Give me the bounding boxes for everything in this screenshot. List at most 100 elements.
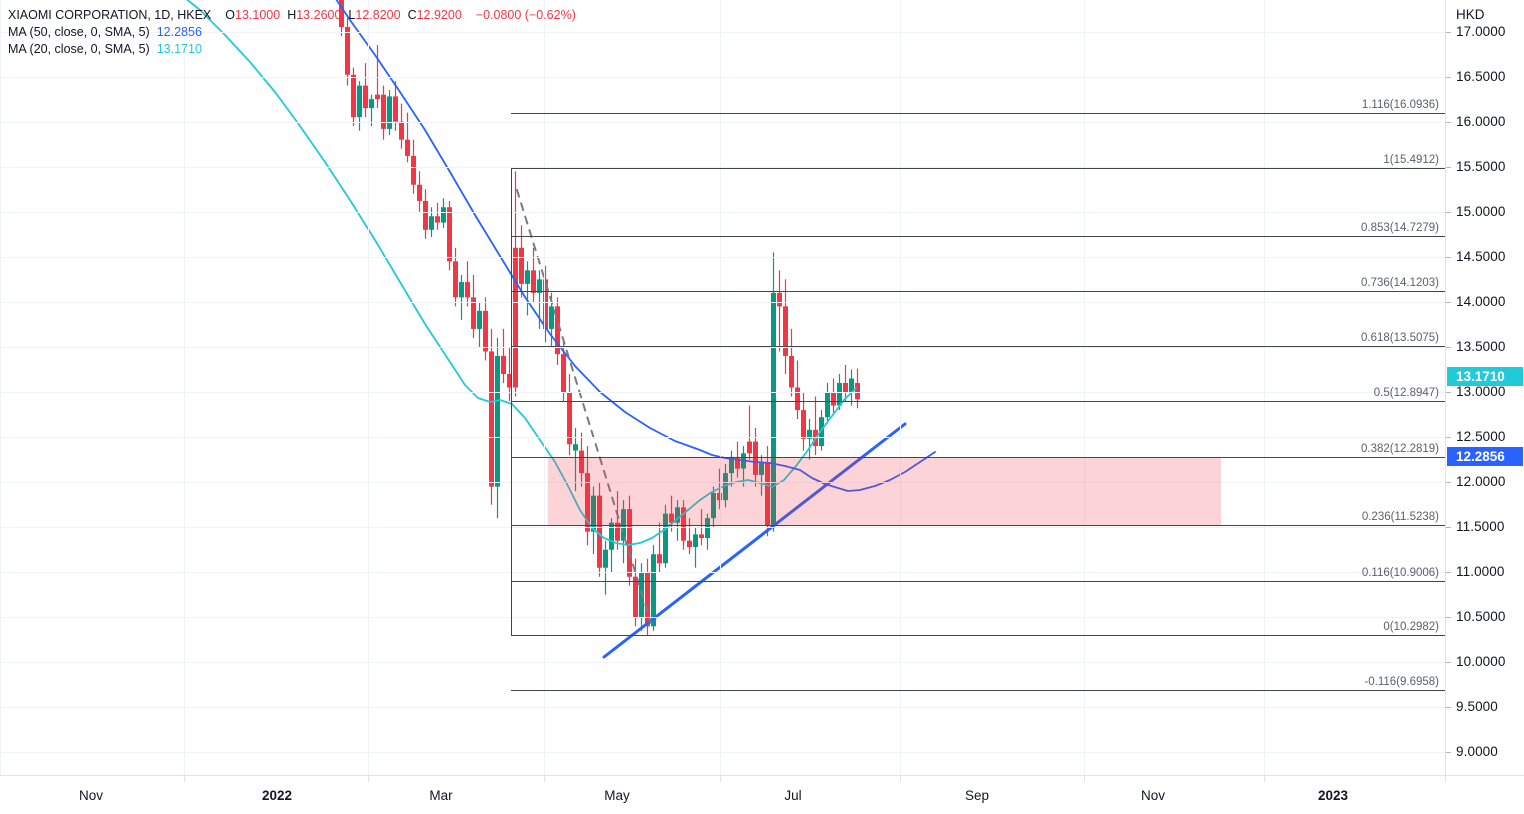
candlestick xyxy=(495,337,500,519)
price-axis-label: 15.0000 xyxy=(1456,203,1506,219)
candlestick xyxy=(525,261,530,316)
legend-low-value: 12.8200 xyxy=(355,8,401,22)
candlestick xyxy=(555,297,560,365)
price-axis-tick xyxy=(1446,662,1451,663)
candlestick xyxy=(693,527,698,568)
fib-level-line[interactable] xyxy=(511,168,1445,169)
price-axis-label: 11.5000 xyxy=(1456,519,1505,535)
price-axis-tick xyxy=(1446,437,1451,438)
horizontal-gridline xyxy=(0,167,1445,168)
vertical-gridline xyxy=(0,0,1,775)
supply-demand-zone-rect[interactable] xyxy=(548,456,1221,526)
price-axis-label: 15.5000 xyxy=(1456,158,1506,174)
candlestick xyxy=(675,500,680,541)
current-price-badge[interactable]: 13.1710 xyxy=(1447,367,1523,387)
price-axis-label: 14.5000 xyxy=(1456,248,1506,264)
time-axis-label: Nov xyxy=(78,788,104,803)
legend-open-value: 13.1000 xyxy=(235,8,281,22)
time-axis-label: May xyxy=(604,788,630,803)
candlestick xyxy=(807,419,812,460)
fib-level-label: 0.736(14.1203) xyxy=(1360,277,1439,289)
vertical-gridline xyxy=(544,0,545,775)
horizontal-gridline xyxy=(0,482,1445,483)
time-axis-tick xyxy=(900,776,901,782)
price-axis-label: 14.0000 xyxy=(1456,293,1506,309)
vertical-gridline xyxy=(368,0,369,775)
fib-tool-left-edge[interactable] xyxy=(511,168,512,635)
trendline-descending-dashed[interactable] xyxy=(516,189,652,624)
candlestick xyxy=(483,297,488,361)
candlestick xyxy=(465,261,470,307)
fib-level-line[interactable] xyxy=(511,690,1445,691)
price-axis-label: 16.0000 xyxy=(1456,113,1506,129)
legend-change: −0.0800 (−0.62%) xyxy=(475,8,576,22)
candlestick xyxy=(591,486,596,555)
horizontal-gridline xyxy=(0,752,1445,753)
candlestick xyxy=(585,446,590,546)
vertical-gridline xyxy=(184,0,185,775)
fib-level-label: 0.618(13.5075) xyxy=(1360,332,1439,344)
time-axis-label: 2023 xyxy=(1317,788,1349,803)
horizontal-gridline xyxy=(0,392,1445,393)
candlestick xyxy=(339,0,344,37)
candlestick xyxy=(777,270,782,352)
price-axis-tick xyxy=(1446,572,1451,573)
fib-level-line[interactable] xyxy=(511,291,1445,292)
chart-plot-area[interactable]: 1.116(16.0936) 1(15.4912) 0.853(14.7279) 0.… xyxy=(0,0,1445,775)
fib-level-label: 1(15.4912) xyxy=(1383,154,1439,166)
candlestick xyxy=(657,522,662,573)
fib-level-line[interactable] xyxy=(511,236,1445,237)
candlestick xyxy=(747,405,752,460)
fib-level-label: 0.382(12.2819) xyxy=(1360,443,1439,455)
horizontal-gridline xyxy=(0,707,1445,708)
fib-level-label: 1.116(16.0936) xyxy=(1361,99,1439,111)
legend-close-key: C xyxy=(407,8,417,22)
trendline-ascending-support[interactable] xyxy=(602,422,907,659)
fib-level-line[interactable] xyxy=(511,346,1445,347)
price-axis-label: 13.5000 xyxy=(1456,338,1506,354)
horizontal-gridline xyxy=(0,302,1445,303)
horizontal-gridline xyxy=(0,572,1445,573)
legend-ma20-value: 13.1710 xyxy=(156,42,202,56)
price-axis-tick xyxy=(1446,707,1451,708)
legend-row-symbol[interactable]: XIAOMI CORPORATION, 1D, HKEX O13.1000 H13.… xyxy=(8,7,576,24)
fib-level-line[interactable] xyxy=(511,581,1445,582)
price-scale[interactable]: HKD 17.0000 16.5000 16.0000 15.5000 15.0000 1… xyxy=(1445,0,1524,775)
horizontal-gridline xyxy=(0,662,1445,663)
fib-level-label: -0.116(9.6958) xyxy=(1364,676,1439,688)
time-axis-tick xyxy=(544,776,545,782)
time-scale[interactable]: Nov 2022 Mar May Jul Sep Nov 2023 xyxy=(0,775,1524,814)
price-axis-label: 12.0000 xyxy=(1456,474,1506,490)
candlestick xyxy=(831,378,836,415)
candlestick xyxy=(567,373,572,456)
time-axis-label: Sep xyxy=(964,788,990,803)
horizontal-gridline xyxy=(0,347,1445,348)
candlestick xyxy=(369,94,374,127)
candlestick xyxy=(489,328,494,505)
candlestick xyxy=(849,369,854,406)
fib-level-label: 0.5(12.8947) xyxy=(1373,387,1439,399)
candlestick xyxy=(711,486,716,528)
time-axis-tick xyxy=(1445,776,1446,782)
fib-level-line[interactable] xyxy=(511,401,1445,402)
price-axis-tick xyxy=(1446,257,1451,258)
legend-row-ma50[interactable]: MA (50, close, 0, SMA, 5) 12.2856 xyxy=(8,24,576,41)
fib-level-line[interactable] xyxy=(511,525,1445,526)
legend-row-ma20[interactable]: MA (20, close, 0, SMA, 5) 13.1710 xyxy=(8,41,576,58)
candlestick xyxy=(459,274,464,320)
candlestick xyxy=(573,428,578,492)
fib-level-label: 0(10.2982) xyxy=(1383,621,1439,633)
fib-level-line[interactable] xyxy=(511,635,1445,636)
legend-high-value: 13.2600 xyxy=(296,8,342,22)
candlestick xyxy=(441,198,446,228)
candlestick xyxy=(681,500,686,550)
price-axis-tick xyxy=(1446,212,1451,213)
fib-level-line[interactable] xyxy=(511,457,1445,458)
vertical-gridline xyxy=(1264,0,1265,775)
vertical-gridline xyxy=(900,0,901,775)
ma50-price-badge[interactable]: 12.2856 xyxy=(1447,446,1523,466)
price-axis-label: 9.5000 xyxy=(1456,699,1498,715)
legend-ma50-title: MA (50, close, 0, SMA, 5) xyxy=(8,25,150,39)
fib-level-line[interactable] xyxy=(511,113,1445,114)
